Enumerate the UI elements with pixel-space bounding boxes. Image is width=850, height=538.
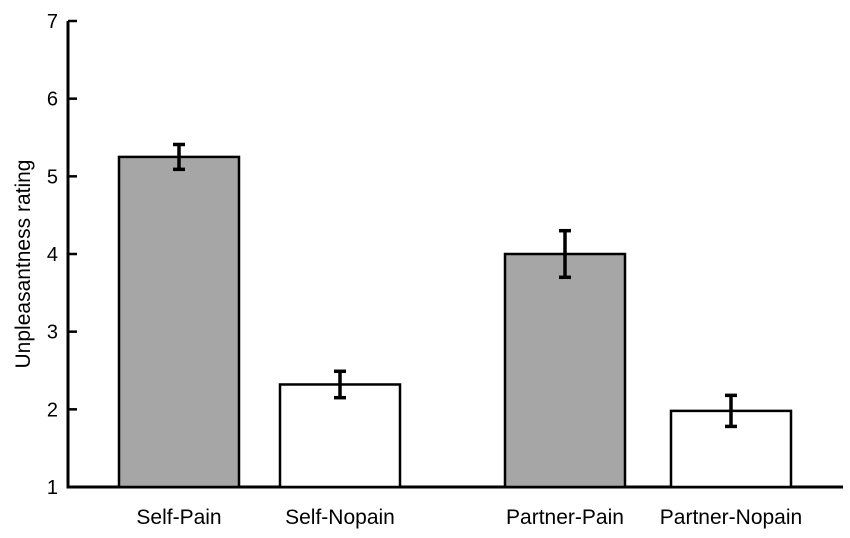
- category-label-self-nopain: Self-Nopain: [285, 506, 395, 529]
- y-tick-label-6: 6: [47, 89, 58, 111]
- y-tick-label-5: 5: [47, 166, 58, 188]
- category-label-partner-pain: Partner-Pain: [506, 506, 624, 529]
- y-tick-label-1: 1: [47, 477, 58, 499]
- category-label-partner-nopain: Partner-Nopain: [660, 506, 802, 529]
- y-axis: 1 2 3 4 5 6 7: [47, 11, 77, 499]
- error-bar-partner-nopain: [725, 393, 737, 429]
- y-tick-label-4: 4: [47, 244, 58, 266]
- category-label-self-pain: Self-Pain: [136, 506, 221, 529]
- category-labels: Self-Pain Self-Nopain Partner-Pain Partner-…: [136, 506, 802, 529]
- bars: [117, 155, 793, 489]
- bar-self-pain: [117, 155, 241, 489]
- y-tick-label-2: 2: [47, 399, 58, 421]
- bar-self-nopain: [278, 383, 402, 489]
- y-tick-label-7: 7: [47, 11, 58, 33]
- error-bar-self-nopain: [334, 369, 346, 400]
- y-tick-label-3: 3: [47, 322, 58, 344]
- y-axis-title: Unpleasantness rating: [12, 160, 35, 369]
- error-bar-partner-pain: [559, 228, 571, 280]
- bar-partner-pain: [503, 252, 627, 489]
- error-bars: [173, 142, 737, 429]
- error-bar-self-pain: [173, 142, 185, 172]
